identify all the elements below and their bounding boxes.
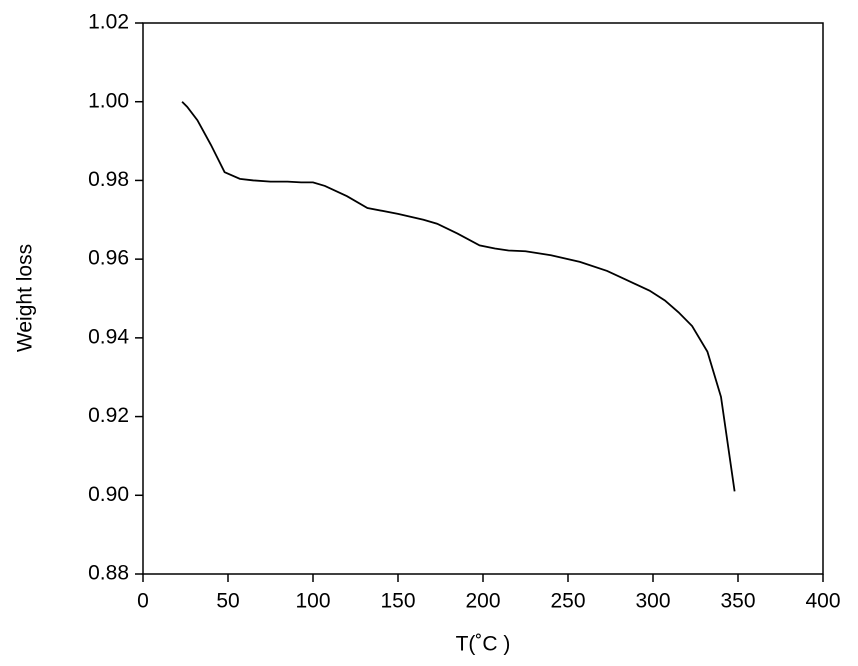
y-axis-label: Weight loss <box>14 244 37 352</box>
x-tick-label: 150 <box>380 590 415 613</box>
x-axis-label: T(˚C ) <box>456 633 511 656</box>
x-tick-label: 0 <box>137 590 149 613</box>
x-tick-label: 200 <box>465 590 500 613</box>
y-tick-label: 1.00 <box>88 89 129 112</box>
x-tick-label: 250 <box>550 590 585 613</box>
y-tick-label: 0.94 <box>88 325 129 348</box>
y-tick-label: 0.96 <box>88 247 129 270</box>
data-line <box>181 101 736 492</box>
x-tick-label: 350 <box>720 590 755 613</box>
y-tick-label: 0.92 <box>88 404 129 427</box>
x-tick-label: 300 <box>635 590 670 613</box>
plot-frame <box>142 22 824 575</box>
y-tick-label: 1.02 <box>88 11 129 34</box>
y-tick-label: 0.90 <box>88 483 129 506</box>
y-tick-label: 0.98 <box>88 168 129 191</box>
x-tick-label: 100 <box>295 590 330 613</box>
x-tick-label: 50 <box>216 590 239 613</box>
x-tick-label: 400 <box>805 590 840 613</box>
y-tick-label: 0.88 <box>88 562 129 585</box>
